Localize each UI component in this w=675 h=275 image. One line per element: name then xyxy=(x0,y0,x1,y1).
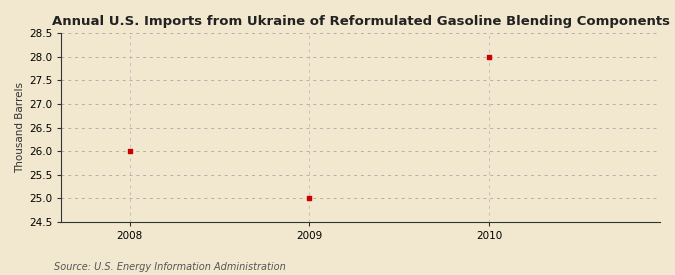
Y-axis label: Thousand Barrels: Thousand Barrels xyxy=(15,82,25,173)
Text: Source: U.S. Energy Information Administration: Source: U.S. Energy Information Administ… xyxy=(54,262,286,272)
Point xyxy=(304,196,315,200)
Title: Annual U.S. Imports from Ukraine of Reformulated Gasoline Blending Components: Annual U.S. Imports from Ukraine of Refo… xyxy=(52,15,670,28)
Point xyxy=(124,149,135,153)
Point xyxy=(484,55,495,59)
